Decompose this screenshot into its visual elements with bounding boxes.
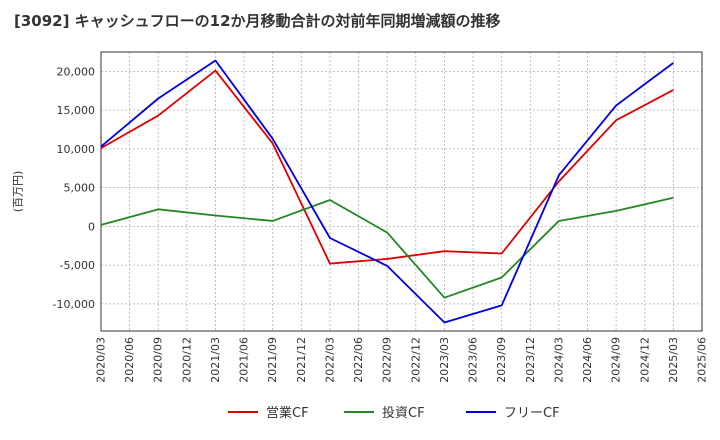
x-tick-label: 2021/12 xyxy=(295,337,308,383)
x-tick-label: 2020/09 xyxy=(152,337,165,383)
x-tick-label: 2022/09 xyxy=(381,337,394,383)
x-tick-label: 2023/09 xyxy=(495,337,508,383)
x-tick-label: 2020/06 xyxy=(123,337,136,383)
x-tick-label: 2020/03 xyxy=(95,337,108,383)
legend-label-2: フリーCF xyxy=(504,406,560,421)
x-tick-label: 2024/09 xyxy=(610,337,623,383)
y-axis-label: (百万円) xyxy=(12,171,25,213)
x-tick-label: 2021/06 xyxy=(238,337,251,383)
x-tick-label: 2023/12 xyxy=(524,337,537,383)
x-tick-label: 2025/06 xyxy=(696,337,709,383)
y-tick-label: 10,000 xyxy=(57,143,96,156)
x-tick-label: 2022/03 xyxy=(323,337,336,383)
x-tick-label: 2022/06 xyxy=(352,337,365,383)
legend-label-1: 投資CF xyxy=(382,405,425,421)
plot-area xyxy=(101,52,702,331)
x-tick-label: 2024/03 xyxy=(552,337,565,383)
series-line-0 xyxy=(100,69,674,265)
x-tick-label: 2021/03 xyxy=(209,337,222,383)
y-tick-label: 15,000 xyxy=(57,104,96,117)
y-tick-label: -10,000 xyxy=(53,298,95,311)
x-tick-label: 2025/03 xyxy=(667,337,680,383)
y-tick-label: 0 xyxy=(88,220,95,233)
x-tick-label: 2023/06 xyxy=(467,337,480,383)
x-tick-label: 2020/12 xyxy=(180,337,193,383)
chart-title: [3092] キャッシュフローの12か月移動合計の対前年同期増減額の推移 xyxy=(14,12,501,30)
y-tick-label: -5,000 xyxy=(60,259,95,272)
series-line-2 xyxy=(100,59,674,324)
x-tick-label: 2023/03 xyxy=(438,337,451,383)
x-tick-label: 2022/12 xyxy=(409,337,422,383)
x-tick-label: 2024/06 xyxy=(581,337,594,383)
y-tick-label: 20,000 xyxy=(57,65,96,78)
series-line-1 xyxy=(100,196,674,299)
plot-frame xyxy=(100,51,703,332)
x-tick-label: 2021/09 xyxy=(266,337,279,383)
legend-label-0: 営業CF xyxy=(266,405,309,421)
x-tick-label: 2024/12 xyxy=(638,337,651,383)
y-tick-label: 5,000 xyxy=(64,182,96,195)
